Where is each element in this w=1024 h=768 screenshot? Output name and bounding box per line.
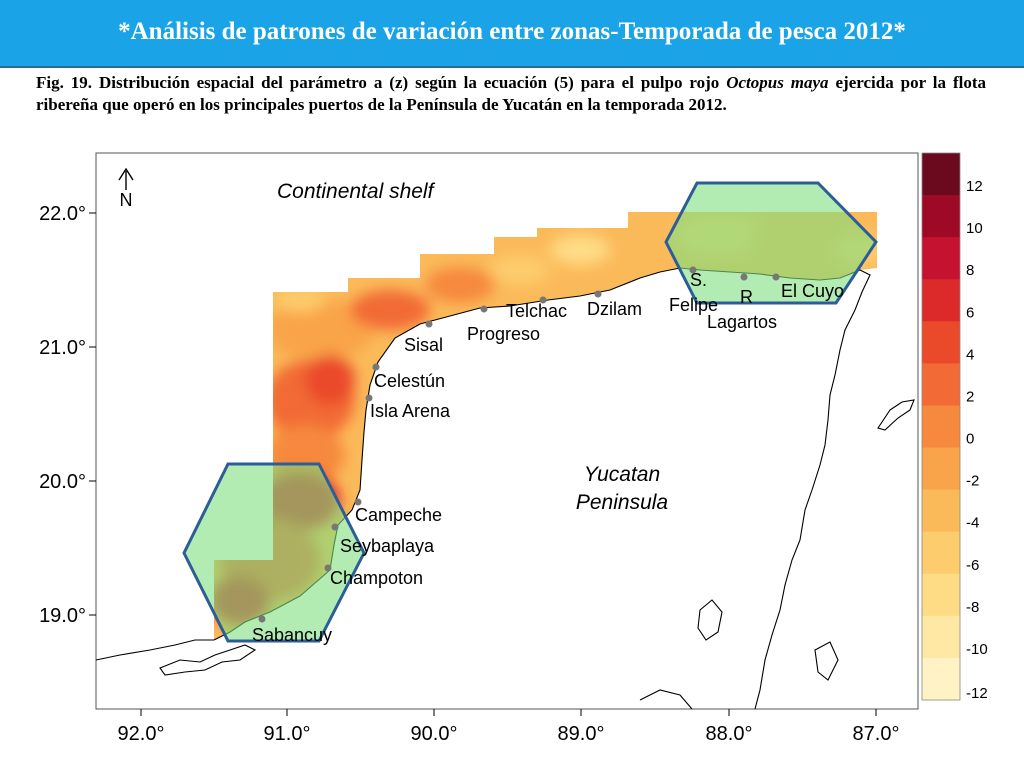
slide-title: *Análisis de patrones de variación entre… xyxy=(118,18,906,45)
legend-label: 12 xyxy=(966,178,983,195)
legend-swatch xyxy=(922,489,960,533)
y-tick-label: 21.0° xyxy=(39,337,86,359)
region-label-shelf: Continental shelf xyxy=(277,180,436,203)
legend-swatch xyxy=(922,153,960,196)
caption-species: Octopus maya xyxy=(726,73,829,92)
legend-swatch xyxy=(922,321,960,364)
legend-label: 10 xyxy=(966,220,983,237)
legend-label: -10 xyxy=(966,641,988,658)
x-tick-label: 87.0° xyxy=(853,723,900,745)
x-tick-label: 90.0° xyxy=(411,723,458,745)
x-tick-label: 91.0° xyxy=(264,723,311,745)
town-label-progreso: Progreso xyxy=(467,324,540,344)
town-label-isla-arena: Isla Arena xyxy=(370,401,451,421)
caption-text-2: ejercida por la flota ribereña que operó… xyxy=(36,73,986,114)
legend-swatch xyxy=(922,615,960,659)
color-scale-legend: 12 10 8 6 4 2 0 -2 -4 -6 -8 -10 -12 xyxy=(921,152,988,702)
legend-swatch xyxy=(922,657,960,701)
legend-swatch xyxy=(922,363,960,406)
figure-caption: Fig. 19. Distribución espacial del parám… xyxy=(36,72,986,116)
town-label-seybaplaya: Seybaplaya xyxy=(340,536,435,556)
legend-swatch xyxy=(922,573,960,617)
town-label-campeche: Campeche xyxy=(355,505,442,525)
legend-swatch xyxy=(922,405,960,449)
legend-label: -8 xyxy=(966,599,979,616)
x-tick-label: 88.0° xyxy=(706,723,753,745)
legend-swatch xyxy=(922,531,960,575)
caption-text-1: Fig. 19. Distribución espacial del parám… xyxy=(36,73,727,92)
legend-label: 2 xyxy=(966,388,974,405)
legend-swatch xyxy=(922,237,960,280)
town-label-r-lagartos-1: R xyxy=(740,287,753,307)
legend-label: -4 xyxy=(966,515,979,532)
north-arrow-icon: N xyxy=(118,167,134,210)
legend-label: 8 xyxy=(966,262,974,279)
north-label: N xyxy=(120,190,133,210)
region-label-peninsula-1: Yucatan xyxy=(584,463,660,486)
y-tick-label: 22.0° xyxy=(39,203,86,225)
town-label-telchac: Telchac xyxy=(506,301,567,321)
legend-swatch xyxy=(922,447,960,491)
legend-border xyxy=(921,152,961,701)
town-label-dzilam: Dzilam xyxy=(587,299,642,319)
highlight-zone-southwest xyxy=(182,462,366,643)
legend-label: 4 xyxy=(966,346,974,363)
town-markers xyxy=(258,266,780,623)
y-axis-ticks xyxy=(89,212,96,616)
x-axis-ticks xyxy=(140,709,877,716)
region-label-peninsula-2: Peninsula xyxy=(576,491,668,514)
legend-swatch xyxy=(922,279,960,322)
highlight-zone-northeast xyxy=(664,181,878,305)
legend-label: -12 xyxy=(966,685,988,702)
y-tick-label: 19.0° xyxy=(39,605,86,627)
town-label-celestun: Celestún xyxy=(374,371,445,391)
town-label-r-lagartos-2: Lagartos xyxy=(707,312,777,332)
legend-label: -6 xyxy=(966,557,979,574)
town-label-sabancuy: Sabancuy xyxy=(252,625,332,645)
town-label-el-cuyo: El Cuyo xyxy=(781,281,844,301)
y-tick-label: 20.0° xyxy=(39,471,86,493)
legend-label: 0 xyxy=(966,431,974,448)
legend-label: 6 xyxy=(966,304,974,321)
town-label-s-felipe-1: S. xyxy=(690,270,707,290)
x-tick-label: 92.0° xyxy=(118,723,165,745)
x-tick-label: 89.0° xyxy=(558,723,605,745)
legend-swatch xyxy=(922,195,960,238)
town-label-s-felipe-2: Felipe xyxy=(669,295,718,315)
town-label-champoton: Champoton xyxy=(330,568,423,588)
town-label-sisal: Sisal xyxy=(404,335,443,355)
slide-header: *Análisis de patrones de variación entre… xyxy=(0,0,1024,68)
legend-label: -2 xyxy=(966,473,979,490)
